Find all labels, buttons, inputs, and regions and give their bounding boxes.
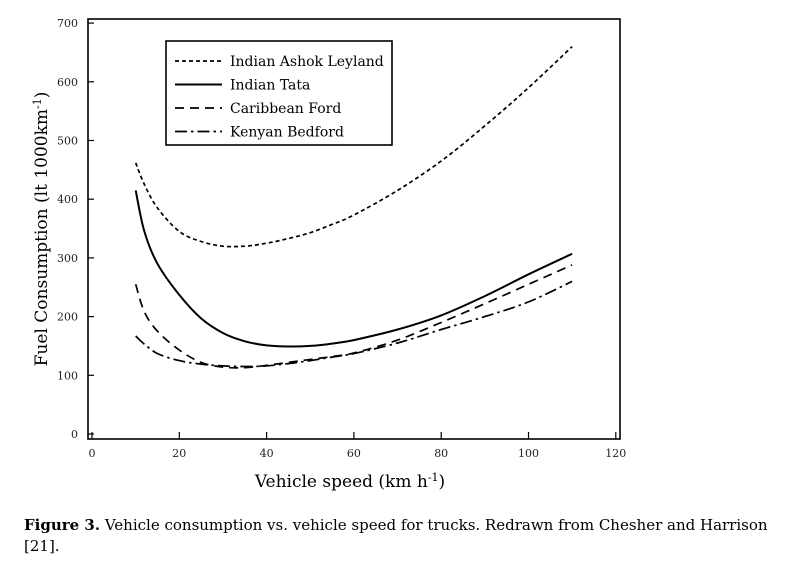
x-axis: 0 20 40 60 80 100 120 xyxy=(89,432,626,460)
legend-label-caribbean-ford: Caribbean Ford xyxy=(230,101,341,117)
chart: 0 20 40 60 80 100 120 0 100 200 300 400 500 600 700 I… xyxy=(31,17,626,492)
series-line-indian-tata xyxy=(134,190,573,348)
y-tick-label: 200 xyxy=(57,311,78,324)
series-line-indian-ashok-leyland xyxy=(134,45,573,248)
legend-label-indian-tata: Indian Tata xyxy=(230,78,310,94)
x-tick-label: 40 xyxy=(260,447,274,460)
x-axis-title: Vehicle speed (km h-1) xyxy=(254,471,445,492)
figure-caption: Figure 3. Vehicle consumption vs. vehicl… xyxy=(24,515,784,557)
x-tick-label: 0 xyxy=(89,447,96,460)
y-tick-label: 500 xyxy=(57,135,78,148)
y-tick-label: 400 xyxy=(57,193,78,206)
series-line-caribbean-ford xyxy=(134,264,573,369)
y-tick-label: 100 xyxy=(57,369,78,382)
caption-label: Figure 3. xyxy=(24,516,101,534)
caption-text: Vehicle consumption vs. vehicle speed fo… xyxy=(24,516,768,555)
x-tick-label: 80 xyxy=(434,447,448,460)
x-tick-label: 20 xyxy=(172,447,186,460)
y-tick-label: 600 xyxy=(57,76,78,89)
legend: Indian Ashok Leyland Indian Tata Caribbean… xyxy=(165,40,393,146)
y-tick-label: 0 xyxy=(71,428,78,441)
legend-label-indian-ashok-leyland: Indian Ashok Leyland xyxy=(230,54,384,70)
y-tick-label: 700 xyxy=(57,17,78,30)
legend-label-kenyan-bedford: Kenyan Bedford xyxy=(230,125,344,141)
y-tick-label: 300 xyxy=(57,252,78,265)
legend-box xyxy=(165,40,393,146)
series-line-kenyan-bedford xyxy=(135,280,573,368)
x-tick-label: 60 xyxy=(347,447,361,460)
y-axis-title: Fuel Consumption (lt 1000km-1) xyxy=(31,92,52,367)
x-tick-label: 120 xyxy=(605,447,626,460)
plot-lines xyxy=(134,45,573,369)
y-axis: 0 100 200 300 400 500 600 700 xyxy=(57,17,94,441)
x-tick-label: 100 xyxy=(518,447,539,460)
